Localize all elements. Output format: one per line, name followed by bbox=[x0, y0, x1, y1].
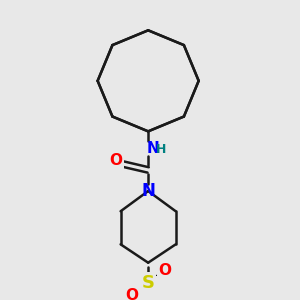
Text: N: N bbox=[141, 182, 155, 200]
Text: N: N bbox=[146, 141, 159, 156]
Text: O: O bbox=[125, 288, 138, 300]
Text: O: O bbox=[110, 153, 122, 168]
Text: H: H bbox=[156, 143, 166, 156]
Text: O: O bbox=[158, 262, 171, 278]
Text: S: S bbox=[142, 274, 155, 292]
